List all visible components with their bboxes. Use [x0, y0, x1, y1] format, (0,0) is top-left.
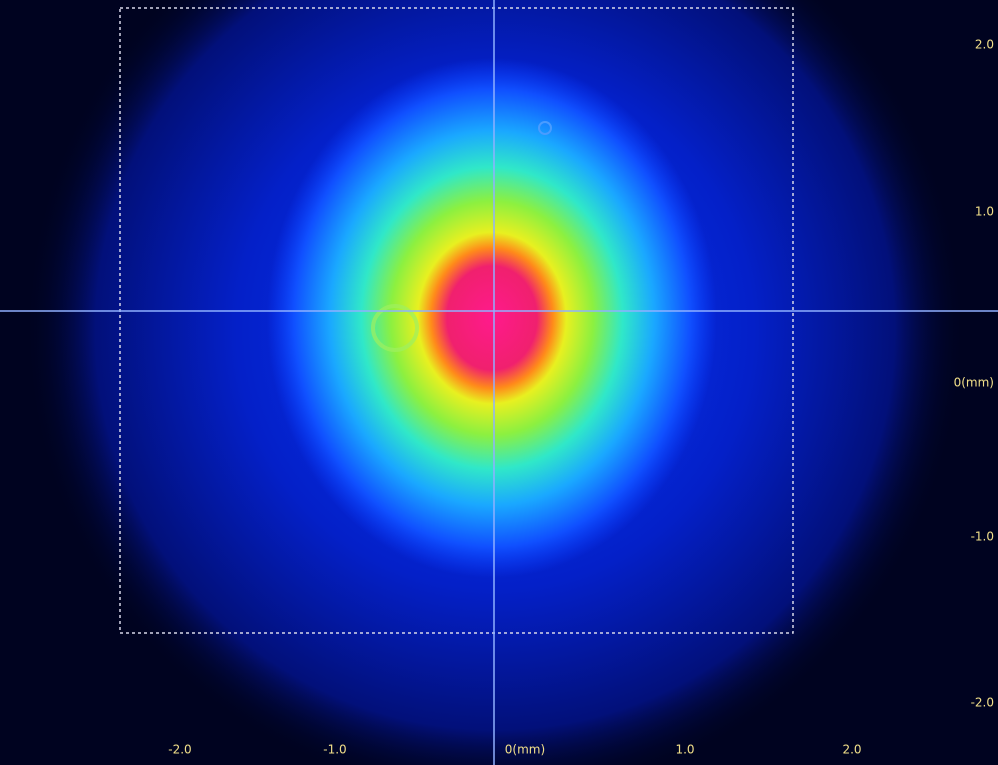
y-axis-label: 2.0	[975, 38, 994, 52]
x-axis-label: -1.0	[323, 743, 346, 757]
x-axis-label: -2.0	[168, 743, 191, 757]
roi-box	[119, 7, 794, 634]
x-axis-label: 1.0	[675, 743, 694, 757]
x-axis-label: 0(mm)	[505, 743, 545, 757]
x-axis-label: 2.0	[842, 743, 861, 757]
y-axis-label: 0(mm)	[954, 376, 994, 390]
dust-ring	[538, 121, 552, 135]
y-axis-label: -1.0	[971, 530, 994, 544]
y-axis-label: -2.0	[971, 696, 994, 710]
diffraction-ring	[371, 304, 419, 352]
beam-spot	[267, 58, 717, 578]
y-axis-label: 1.0	[975, 205, 994, 219]
